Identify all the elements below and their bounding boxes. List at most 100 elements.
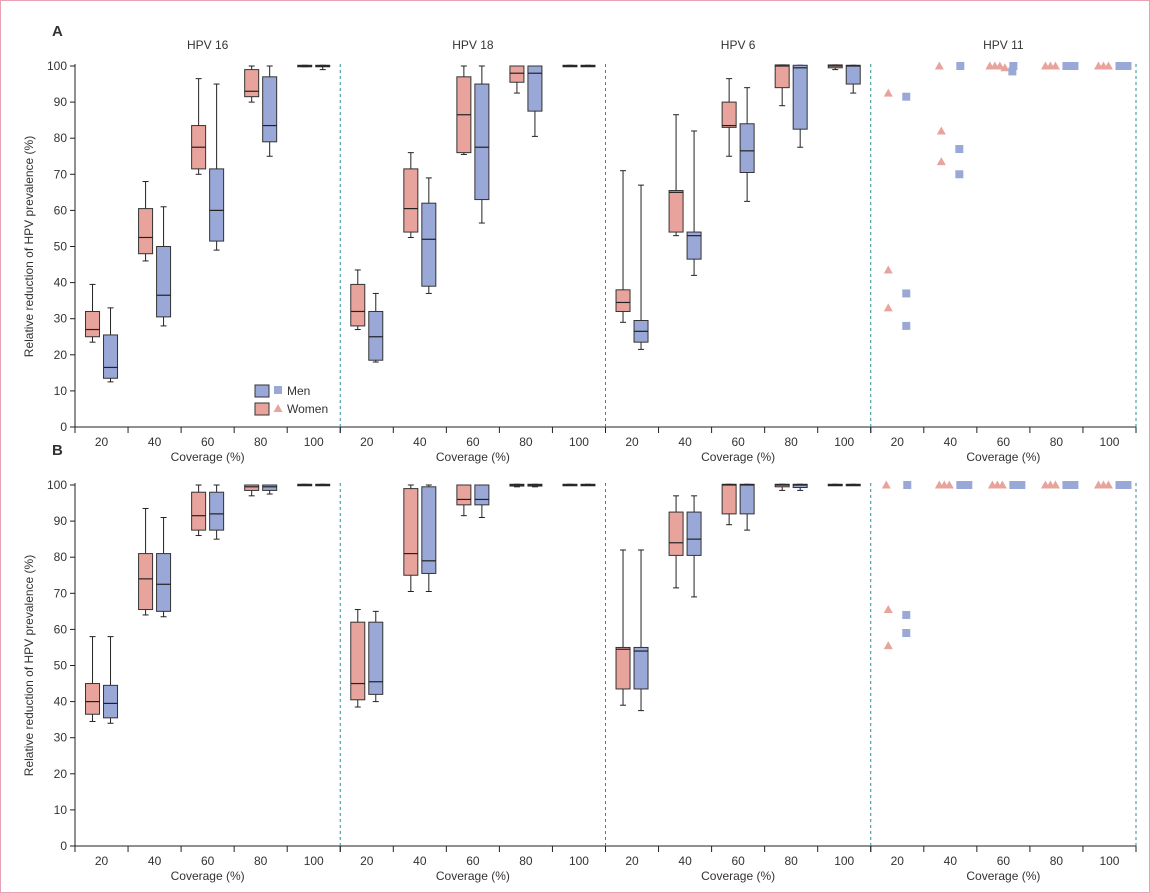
y-tick-label: 100 <box>47 478 67 492</box>
women-box <box>297 483 313 487</box>
men-iqr <box>739 483 755 515</box>
men-box <box>633 549 649 712</box>
y-tick-label: 90 <box>54 514 68 528</box>
x-tick-label: 100 <box>569 854 589 868</box>
men-iqr <box>103 684 119 719</box>
women-point <box>936 126 946 135</box>
women-iqr <box>668 511 684 556</box>
x-tick-label: 80 <box>519 435 533 449</box>
x-axis-label: Coverage (%) <box>966 869 1040 883</box>
men-point <box>1009 62 1018 70</box>
women-box <box>85 636 101 722</box>
women-point <box>1103 61 1113 70</box>
x-tick-label: 20 <box>360 435 374 449</box>
women-box <box>509 65 525 94</box>
women-box <box>191 78 207 175</box>
women-box <box>615 549 631 706</box>
x-tick-label: 60 <box>731 854 745 868</box>
women-iqr <box>244 69 260 98</box>
men-box <box>845 483 861 487</box>
women-box <box>403 484 419 592</box>
x-tick-label: 20 <box>625 435 639 449</box>
women-iqr <box>138 553 154 611</box>
x-tick-label: 40 <box>678 854 692 868</box>
y-tick-label: 20 <box>54 348 68 362</box>
y-tick-label: 20 <box>54 767 68 781</box>
men-box <box>792 64 808 148</box>
women-iqr <box>138 208 154 255</box>
x-tick-label: 80 <box>1050 854 1064 868</box>
women-iqr <box>403 168 419 233</box>
y-tick-label: 60 <box>54 622 68 636</box>
y-tick-label: 60 <box>54 203 68 217</box>
women-box <box>509 483 525 488</box>
women-box <box>562 64 578 68</box>
men-iqr <box>103 334 119 379</box>
y-tick-label: 40 <box>54 695 68 709</box>
women-point <box>1103 480 1113 489</box>
men-point <box>956 62 965 70</box>
men-iqr <box>792 483 808 489</box>
women-point <box>995 61 1005 70</box>
x-axis-label: Coverage (%) <box>171 450 245 464</box>
men-box <box>580 64 596 68</box>
y-axis-label: Relative reduction of HPV prevalence (%) <box>22 555 36 776</box>
x-tick-label: 80 <box>1050 435 1064 449</box>
x-tick-label: 20 <box>891 435 905 449</box>
men-box <box>792 483 808 491</box>
x-tick-label: 60 <box>201 435 215 449</box>
men-box <box>474 65 490 224</box>
men-point <box>1017 481 1026 489</box>
women-iqr <box>350 621 366 701</box>
men-iqr <box>474 484 490 506</box>
x-tick-label: 60 <box>466 854 480 868</box>
men-point <box>1070 481 1079 489</box>
men-box <box>580 483 596 487</box>
x-tick-label: 80 <box>254 435 268 449</box>
women-iqr <box>403 488 419 576</box>
women-box <box>668 495 684 589</box>
y-tick-label: 50 <box>54 659 68 673</box>
legend-men-box-swatch <box>254 384 270 398</box>
x-tick-label: 80 <box>254 854 268 868</box>
x-tick-label: 40 <box>413 854 427 868</box>
subplot-title: HPV 18 <box>452 38 494 52</box>
x-tick-label: 60 <box>466 435 480 449</box>
men-box <box>209 484 225 540</box>
men-iqr <box>739 123 755 173</box>
women-box <box>191 484 207 537</box>
men-point <box>902 629 911 638</box>
women-iqr <box>85 310 101 338</box>
x-tick-label: 40 <box>148 435 162 449</box>
women-iqr <box>721 101 737 128</box>
women-box <box>456 484 472 517</box>
men-iqr <box>633 646 649 690</box>
men-point <box>955 170 964 179</box>
men-box <box>156 206 172 327</box>
x-axis-label: Coverage (%) <box>436 869 510 883</box>
x-tick-label: 20 <box>95 854 109 868</box>
women-point <box>934 61 944 70</box>
men-box <box>686 495 702 598</box>
women-box <box>774 64 790 107</box>
men-iqr <box>156 246 172 318</box>
y-tick-label: 30 <box>54 731 68 745</box>
x-tick-label: 100 <box>834 435 854 449</box>
y-tick-label: 100 <box>47 59 67 73</box>
y-tick-label: 90 <box>54 95 68 109</box>
women-box <box>721 78 737 157</box>
women-box <box>350 609 366 708</box>
women-box <box>138 181 154 262</box>
y-tick-label: 30 <box>54 312 68 326</box>
women-point <box>883 303 893 312</box>
men-box <box>315 483 331 487</box>
x-tick-label: 20 <box>891 854 905 868</box>
y-tick-label: 80 <box>54 550 68 564</box>
women-point <box>936 157 946 166</box>
x-tick-label: 40 <box>413 435 427 449</box>
men-box <box>262 65 278 157</box>
men-point <box>902 92 911 101</box>
x-tick-label: 80 <box>784 435 798 449</box>
men-point <box>1123 62 1132 70</box>
